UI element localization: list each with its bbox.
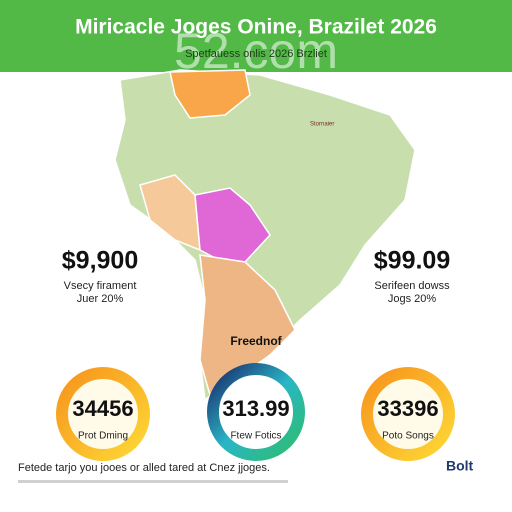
footer-logo: Bolt [446, 458, 474, 474]
subtitle: Spetfauess onlis 2026 Brzliet [185, 48, 327, 60]
donut-ring [56, 367, 150, 461]
title: Miricacle Joges Onine, Brazilet 2026 [75, 16, 437, 39]
stat-line: Juer 20% [77, 293, 124, 305]
stat-line: Vsecy firament [64, 280, 137, 292]
map-label: Freednof [230, 334, 282, 348]
donut-value: 34456 [72, 396, 133, 421]
stat-value: $99.09 [374, 247, 450, 275]
donut-value: 313.99 [222, 396, 289, 421]
footer-text: Fetede tarjo you jooes or alled tared at… [18, 462, 270, 474]
stat-value: $9,900 [62, 247, 138, 275]
donut-label: Ftew Fotics [230, 431, 281, 442]
donut-ring [207, 363, 305, 461]
footer-rule [18, 480, 288, 483]
stat-line: Jogs 20% [388, 293, 437, 305]
donut-label: Poto Songs [382, 431, 434, 442]
donut-label: Prot Dming [78, 431, 128, 442]
map-label: Stornaier [310, 122, 334, 128]
donut-value: 33396 [377, 396, 438, 421]
map [114, 69, 416, 402]
stat-line: Serifeen dowss [374, 280, 450, 292]
donut-ring [361, 367, 455, 461]
watermark: 52.com [174, 23, 338, 79]
header-bar [0, 0, 512, 72]
